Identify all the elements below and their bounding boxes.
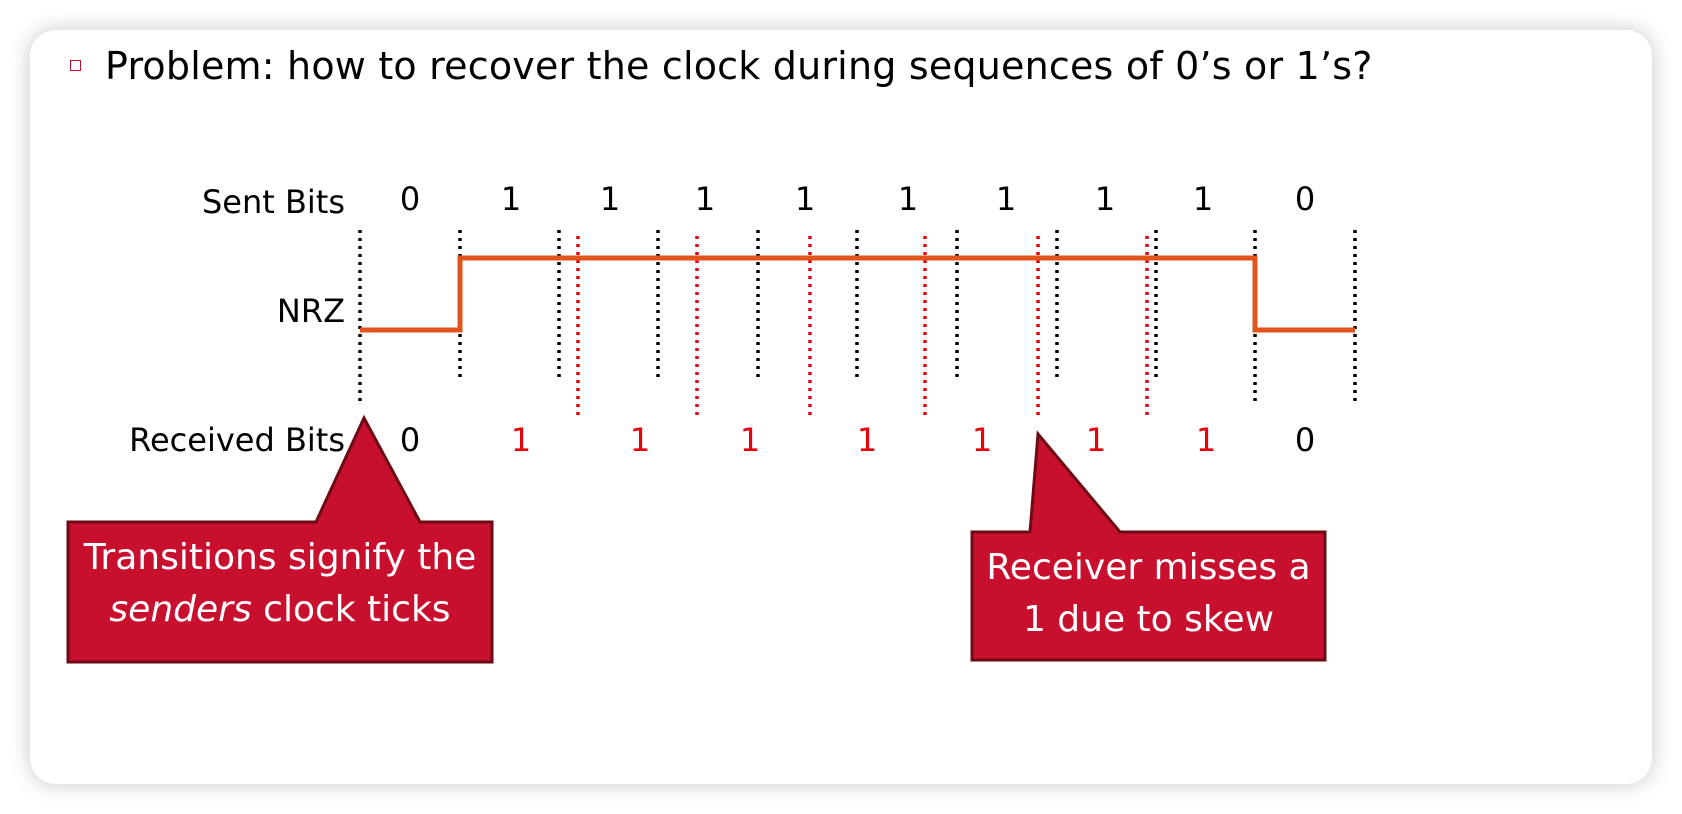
sent-bit: 1	[501, 180, 521, 218]
nrz-diagram: Sent Bits NRZ Received Bits 0 1 1 1 1 1 1 1 1 0 0…	[66, 180, 1357, 664]
sent-bit: 1	[996, 180, 1016, 218]
callout-left-italic: senders	[109, 589, 252, 630]
slide-heading: Problem: how to recover the clock during…	[105, 44, 1373, 88]
received-bits-row: 0 1 1 1 1 1 1 1 0	[400, 421, 1315, 459]
received-bit: 1	[1086, 421, 1106, 459]
received-bit: 1	[511, 421, 531, 459]
slide: Problem: how to recover the clock during…	[30, 30, 1652, 784]
nrz-signal-waveform	[360, 255, 1355, 333]
callout-left-shape	[66, 414, 494, 664]
sent-bit: 1	[1095, 180, 1115, 218]
received-bit: 0	[1295, 421, 1315, 459]
received-bit: 1	[630, 421, 650, 459]
label-sent-bits: Sent Bits	[202, 183, 345, 221]
receiver-clock-lines	[576, 236, 1149, 420]
received-bit: 1	[1196, 421, 1216, 459]
sent-bit: 1	[695, 180, 715, 218]
bullet-square-icon	[70, 60, 81, 71]
sender-clock-lines	[358, 230, 1357, 402]
callout-left-line2: senders clock ticks	[68, 584, 492, 636]
sent-bit: 0	[1295, 180, 1315, 218]
sent-bits-row: 0 1 1 1 1 1 1 1 1 0	[400, 180, 1315, 218]
callout-right-shape	[970, 430, 1327, 662]
callout-left-text: Transitions signify the senders clock ti…	[68, 532, 492, 636]
sent-bit: 1	[600, 180, 620, 218]
callout-left-line1: Transitions signify the	[83, 537, 477, 578]
received-bit: 1	[972, 421, 992, 459]
callout-right-line1: Receiver misses a	[986, 547, 1311, 588]
received-bit: 0	[400, 421, 420, 459]
callout-left-rest: clock ticks	[251, 589, 451, 630]
received-bit: 1	[857, 421, 877, 459]
received-bit: 1	[740, 421, 760, 459]
sent-bit: 0	[400, 180, 420, 218]
sent-bit: 1	[1193, 180, 1213, 218]
callout-right-text: Receiver misses a 1 due to skew	[972, 542, 1325, 646]
label-nrz: NRZ	[277, 292, 345, 330]
sent-bit: 1	[898, 180, 918, 218]
sent-bit: 1	[795, 180, 815, 218]
label-received-bits: Received Bits	[129, 421, 345, 459]
callout-right-line2: 1 due to skew	[1022, 599, 1275, 640]
